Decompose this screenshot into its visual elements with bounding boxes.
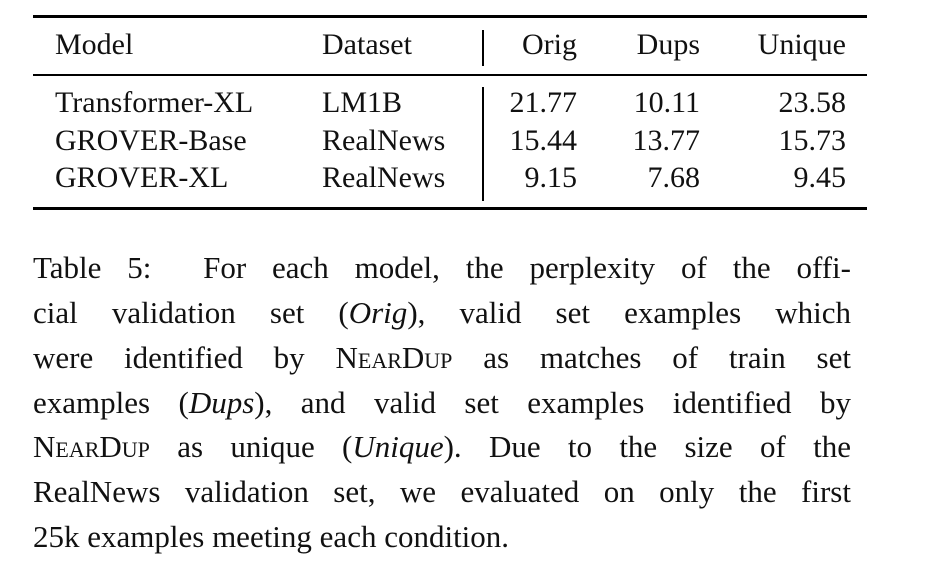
caption-method: NearDup xyxy=(335,340,453,375)
caption-line: were identified by NearDup as matches of… xyxy=(33,340,851,376)
caption-text: ). Due to the size of the xyxy=(443,429,851,464)
caption-emphasis: Dups xyxy=(188,385,255,420)
caption-line: Table 5: For each model, the perplexity … xyxy=(33,250,851,286)
caption-text: 25k examples meeting each condition. xyxy=(33,519,510,554)
caption-emphasis: Orig xyxy=(348,295,408,330)
table-cell: 13.77 xyxy=(632,123,701,157)
caption-text: ), valid set examples which xyxy=(407,295,851,330)
caption-text: Table 5: For each model, the perplexity … xyxy=(33,250,851,285)
table-cell: 15.73 xyxy=(778,123,847,157)
table-cell: 21.77 xyxy=(509,86,578,119)
column-header: Orig xyxy=(522,28,577,61)
table-cell: LM1B xyxy=(322,86,403,119)
table-cell: 7.68 xyxy=(647,161,701,194)
caption-text: RealNews validation set, we evaluated on… xyxy=(33,474,851,509)
table-cell: 9.45 xyxy=(793,161,847,194)
column-header: Model xyxy=(55,28,134,61)
caption-line: 25k examples meeting each condition. xyxy=(33,519,851,555)
caption-text: as unique ( xyxy=(149,429,353,464)
caption-emphasis: Unique xyxy=(352,429,444,464)
caption-line: cial validation set (Orig), valid set ex… xyxy=(33,295,851,331)
table-cell: RealNews xyxy=(322,123,446,157)
table-cell: 9.15 xyxy=(524,161,578,194)
table-cell: Transformer-XL xyxy=(55,86,254,119)
caption-line: NearDup as unique (Unique). Due to the s… xyxy=(33,429,851,465)
table-cell: GROVER-Base xyxy=(55,123,247,157)
table-cell: GROVER-XL xyxy=(55,161,229,194)
caption-line: RealNews validation set, we evaluated on… xyxy=(33,474,851,510)
table-cell: 10.11 xyxy=(633,86,700,119)
table-cell: RealNews xyxy=(322,161,446,194)
caption-text: cial validation set ( xyxy=(33,295,349,330)
column-header: Dups xyxy=(636,28,700,61)
caption-text: as matches of train set xyxy=(452,340,851,375)
mid-rule xyxy=(33,74,867,76)
column-header: Dataset xyxy=(322,28,412,61)
caption-text: ), and valid set examples identified by xyxy=(254,385,851,420)
top-rule xyxy=(33,15,867,18)
caption-line: examples (Dups), and valid set examples … xyxy=(33,385,851,421)
table-cell: 15.44 xyxy=(509,123,578,157)
table-cell: 23.58 xyxy=(778,86,847,119)
caption-text: examples ( xyxy=(33,385,189,420)
caption-method: NearDup xyxy=(33,429,150,464)
caption-text: were identified by xyxy=(33,340,336,375)
column-header: Unique xyxy=(757,28,846,61)
column-divider xyxy=(482,87,484,201)
bottom-rule xyxy=(33,207,867,210)
column-divider xyxy=(482,30,484,66)
